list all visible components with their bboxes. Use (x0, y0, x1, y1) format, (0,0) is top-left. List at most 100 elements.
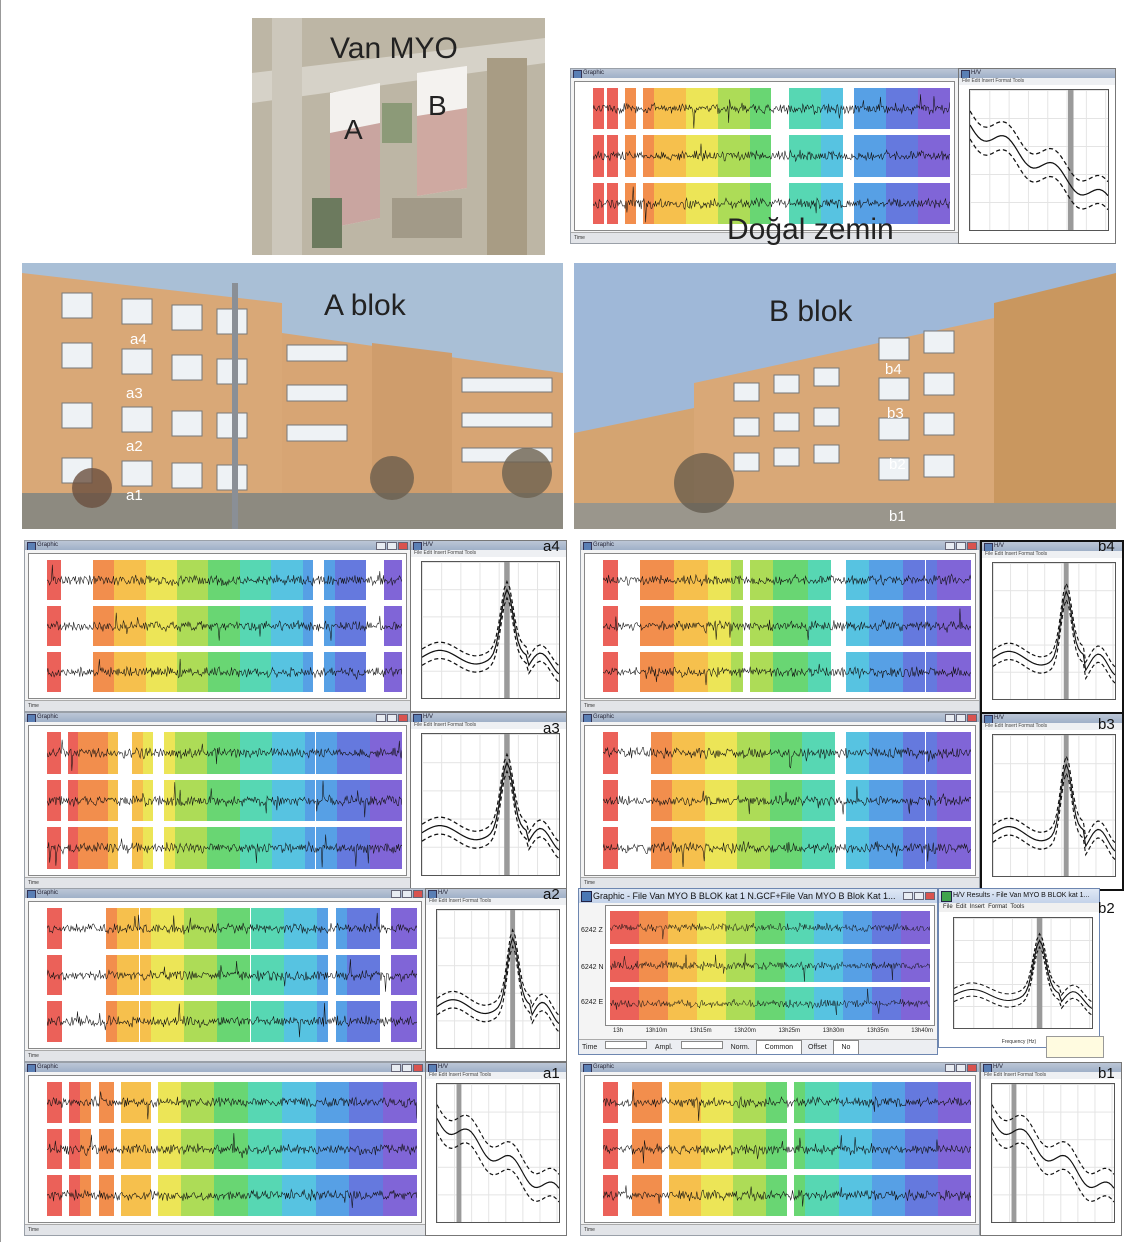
ampl-scroll[interactable] (680, 1041, 723, 1049)
track-z (603, 1081, 971, 1123)
window-segment (283, 779, 294, 822)
window-segment (391, 907, 405, 949)
maximize-button[interactable] (914, 892, 924, 900)
window-segment (326, 1128, 339, 1170)
window-segment (625, 182, 636, 225)
window-segment (914, 779, 926, 822)
window-segment (821, 182, 833, 225)
window-segment (707, 87, 718, 130)
window-segment (603, 605, 618, 647)
window-segment (882, 1128, 894, 1170)
menu-file[interactable]: File (943, 904, 953, 910)
window-segment (948, 1128, 960, 1170)
window-segment (349, 1175, 361, 1217)
offset-select[interactable]: No (832, 1040, 860, 1054)
window-segment (959, 651, 971, 693)
window-segment (166, 605, 177, 647)
window-segment (755, 986, 766, 1021)
window-segment (910, 910, 921, 945)
window-segment (603, 827, 618, 870)
window-segment (810, 87, 822, 130)
time-tick: 13h10m (645, 1028, 668, 1034)
window-segment (281, 605, 293, 647)
window-segment (914, 731, 926, 774)
window-segment (337, 827, 348, 870)
window-segment (760, 87, 772, 130)
window-segment (384, 651, 394, 693)
window-segment (920, 948, 930, 983)
menu-edit[interactable]: Edit (956, 904, 967, 910)
window-segment (603, 779, 618, 822)
window-segment (744, 1175, 755, 1217)
window-segment (607, 87, 618, 130)
window-segment (900, 910, 911, 945)
track-e (47, 827, 402, 870)
window-segment (871, 1128, 883, 1170)
window-segment (773, 605, 785, 647)
a3-graphic-window: Graphic Time (24, 712, 411, 889)
title-bar: Graphic (25, 1063, 425, 1072)
menu-tools[interactable]: Tools (1010, 904, 1025, 910)
window-segment (629, 910, 640, 945)
b2-hv-window: H/V Results - File Van MYO B BLOK kat 1.… (938, 888, 1100, 1048)
menu-format[interactable]: Format (988, 904, 1008, 910)
window-segment (726, 948, 737, 983)
window-segment (868, 651, 880, 693)
status-bar: Time (25, 700, 410, 711)
seismic-trace (603, 786, 971, 814)
window-segment (769, 731, 781, 774)
time-scroll[interactable] (605, 1041, 648, 1049)
window-segment (239, 1001, 251, 1043)
window-segment (610, 948, 620, 983)
window-segment (103, 559, 115, 601)
window-segment (759, 827, 770, 870)
window-segment (106, 954, 118, 996)
window-segment (852, 986, 863, 1021)
window-segment (868, 559, 880, 601)
window-segment (885, 135, 897, 177)
window-segment (283, 1001, 295, 1043)
window-segment (187, 651, 198, 693)
window-segment (229, 731, 240, 774)
window-segment (114, 605, 125, 647)
window-segment (176, 651, 188, 693)
title-bar: Graphic (25, 713, 410, 722)
window-segment (391, 779, 402, 822)
norm-select[interactable]: Common (755, 1040, 803, 1054)
window-segment (774, 986, 785, 1021)
window-segment (936, 651, 949, 693)
window-segment (833, 948, 843, 983)
window-segment (902, 779, 915, 822)
aerial-label-b: B (428, 90, 447, 121)
window-segment (283, 827, 294, 870)
close-button[interactable] (925, 892, 935, 900)
b-block-photo: B blok b4 b3 b2 b1 (574, 263, 1116, 529)
window-segment (722, 1175, 734, 1217)
a-floor-a3: a3 (126, 385, 143, 402)
window-segment (217, 954, 229, 996)
window-segment (651, 559, 663, 601)
window-segment (842, 910, 853, 945)
window-segment (108, 827, 118, 870)
window-segment (904, 1128, 916, 1170)
window-segment (833, 910, 843, 945)
window-segment (394, 1128, 406, 1170)
window-segment (347, 731, 359, 774)
window-segment (791, 827, 803, 870)
window-segment (694, 731, 705, 774)
window-segment (272, 731, 284, 774)
window-segment (827, 1081, 839, 1123)
window-segment (925, 605, 937, 647)
window-segment (368, 954, 380, 996)
window-segment (701, 1128, 713, 1170)
minimize-button[interactable] (903, 892, 913, 900)
menu-insert[interactable]: Insert (969, 904, 985, 910)
b2-status-bar: Time Ampl. Norm. Common Offset No (579, 1039, 937, 1054)
window-segment (108, 779, 118, 822)
window-segment (145, 559, 157, 601)
window-segment (317, 907, 329, 949)
window-segment (260, 651, 272, 693)
window-segment (88, 779, 99, 822)
hv-plot (421, 733, 560, 876)
window-segment (140, 1081, 151, 1123)
